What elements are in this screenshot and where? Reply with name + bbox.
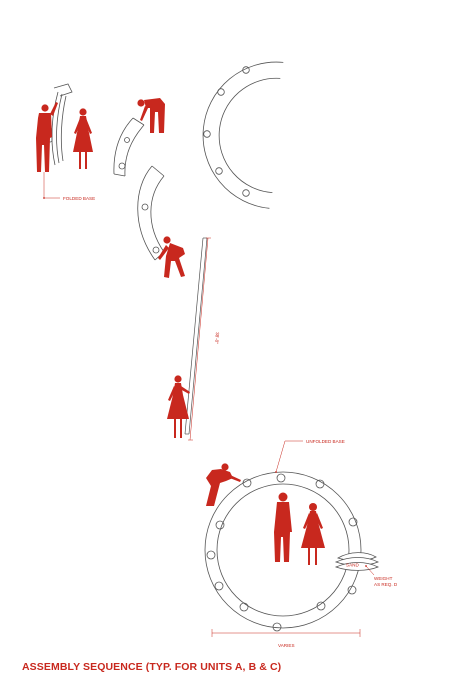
person-carrying-folded-base — [36, 102, 58, 172]
unfolded-base-ring — [204, 471, 362, 632]
person-connecting-ring — [206, 463, 241, 506]
standing-woman — [73, 108, 93, 169]
weight-leader: WEIGHT AS REQ. D — [365, 565, 398, 587]
varies-label: VARIES — [278, 643, 295, 648]
weight-label: WEIGHT — [374, 576, 393, 581]
unfolding-base-segment — [137, 165, 165, 261]
length-dimension: 38'-0" — [188, 237, 220, 441]
person-lifting-pole — [167, 375, 190, 438]
page-title: ASSEMBLY SEQUENCE (TYP. FOR UNITS A, B &… — [22, 661, 282, 673]
person-unfolding-base — [158, 236, 185, 278]
sandbag-weight — [334, 552, 379, 571]
person-bending-to-base — [137, 98, 165, 133]
as-req-label: AS REQ. D — [374, 582, 398, 587]
folded-base-label: FOLDED BASE — [63, 196, 95, 201]
varies-dimension — [211, 629, 361, 637]
partly-unfolded-base — [113, 117, 145, 177]
unfolded-base-label: UNFOLDED BASE — [306, 439, 345, 444]
unfolded-arc-segment — [202, 61, 284, 209]
folded-base-leader: FOLDED BASE — [43, 172, 95, 201]
long-pole — [184, 237, 208, 435]
sand-label: SAND — [346, 563, 359, 568]
length-label: 38'-0" — [214, 332, 220, 344]
standing-man — [274, 492, 292, 562]
unfolded-base-leader: UNFOLDED BASE — [275, 439, 345, 473]
standing-woman-2 — [301, 503, 325, 565]
